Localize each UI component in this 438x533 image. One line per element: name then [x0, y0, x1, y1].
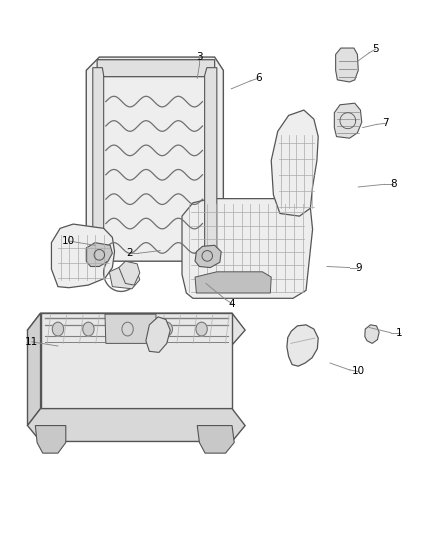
Text: 1: 1	[396, 328, 403, 338]
Polygon shape	[182, 199, 313, 298]
Polygon shape	[93, 68, 104, 259]
Text: 8: 8	[390, 179, 396, 189]
Polygon shape	[28, 409, 245, 441]
Text: 10: 10	[352, 367, 365, 376]
Text: 6: 6	[255, 73, 261, 83]
Circle shape	[161, 322, 173, 336]
Polygon shape	[41, 313, 232, 409]
Polygon shape	[197, 425, 234, 453]
Polygon shape	[86, 57, 223, 261]
Polygon shape	[51, 224, 115, 288]
Text: 7: 7	[382, 118, 389, 128]
Polygon shape	[365, 325, 379, 343]
Polygon shape	[110, 266, 140, 289]
Circle shape	[122, 322, 133, 336]
Polygon shape	[334, 103, 362, 138]
Polygon shape	[287, 325, 318, 366]
Text: 5: 5	[372, 44, 379, 54]
Text: 10: 10	[62, 236, 75, 246]
Polygon shape	[271, 110, 318, 216]
Text: 3: 3	[196, 52, 203, 62]
Polygon shape	[35, 425, 66, 453]
Polygon shape	[195, 245, 221, 268]
Text: 4: 4	[229, 298, 235, 309]
Polygon shape	[146, 317, 170, 352]
Polygon shape	[28, 313, 245, 345]
Polygon shape	[336, 48, 358, 82]
Text: 2: 2	[127, 248, 133, 259]
Polygon shape	[119, 261, 140, 285]
Polygon shape	[97, 60, 215, 77]
Polygon shape	[195, 272, 271, 293]
Polygon shape	[205, 68, 217, 256]
Polygon shape	[86, 243, 113, 266]
Polygon shape	[28, 313, 41, 425]
Circle shape	[52, 322, 64, 336]
Polygon shape	[105, 314, 157, 343]
Text: 9: 9	[355, 263, 362, 272]
Circle shape	[83, 322, 94, 336]
Text: 11: 11	[25, 337, 39, 347]
Circle shape	[196, 322, 207, 336]
